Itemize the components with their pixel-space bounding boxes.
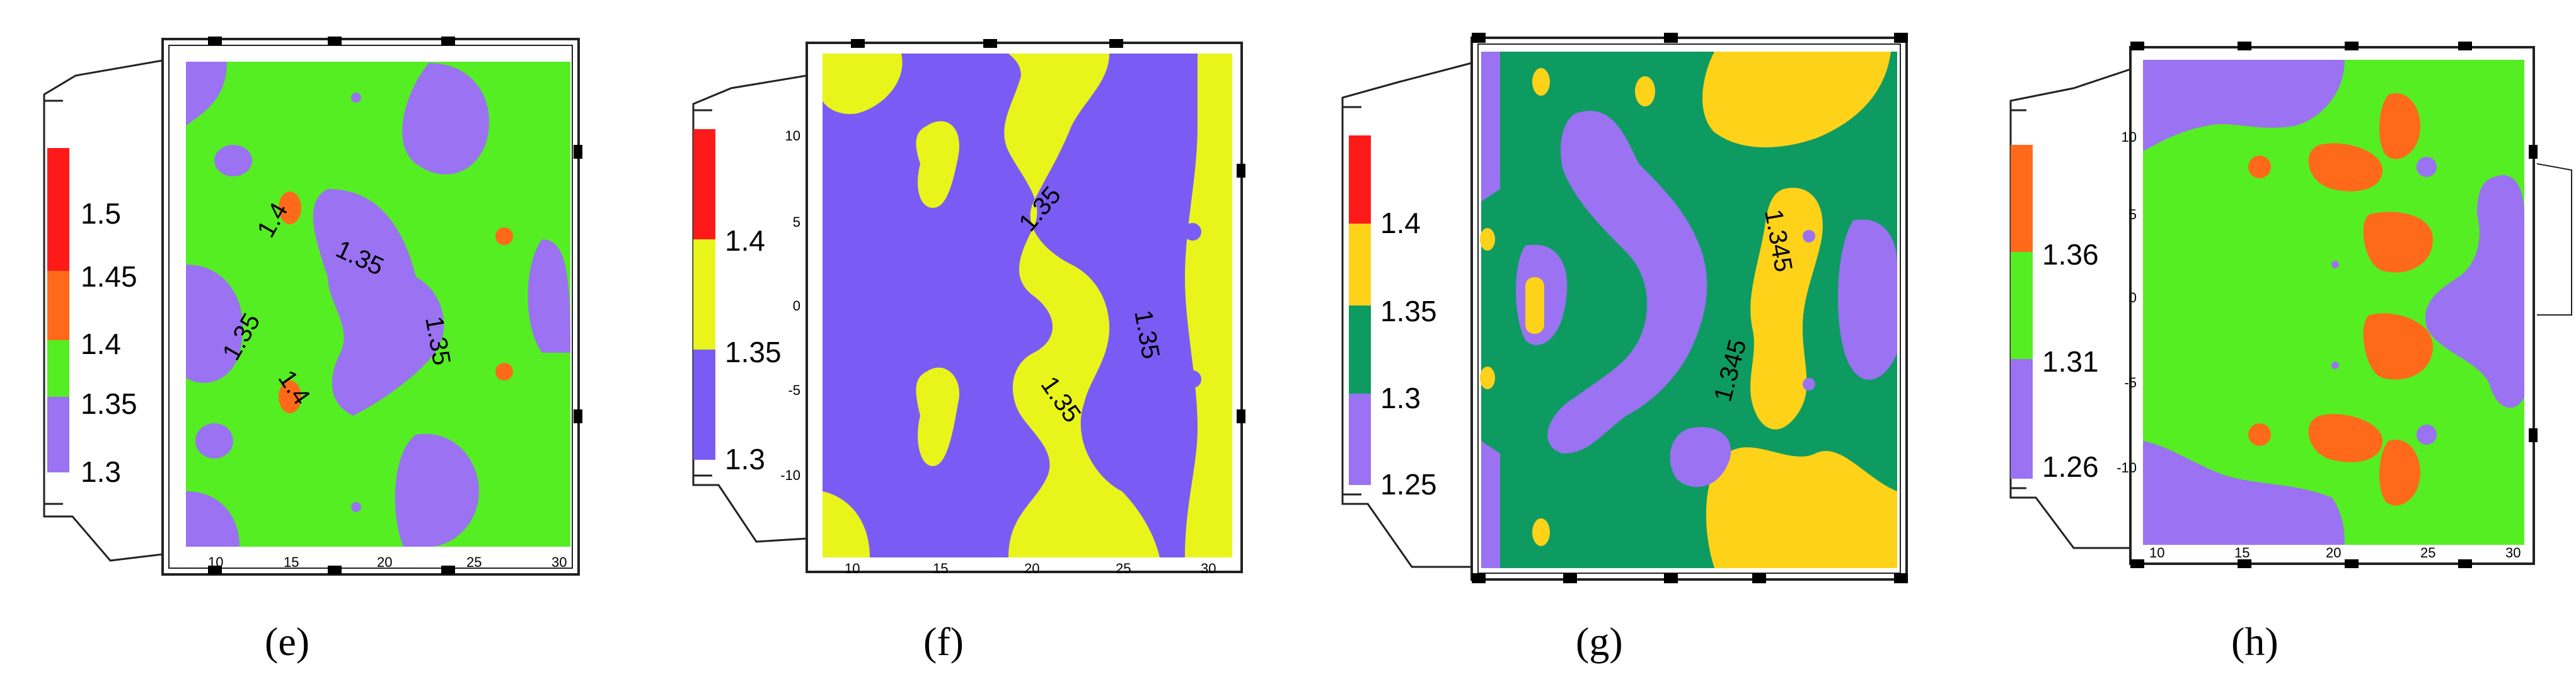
x-tick-label: 30 xyxy=(1201,561,1216,576)
x-tick-label: 20 xyxy=(2326,545,2341,561)
x-tick-label: 15 xyxy=(933,561,948,576)
panel-f: 1.4 1.35 1.3 1.35 1.35 1.35 10 5 0 -5 -1… xyxy=(692,39,1245,664)
y-tick-label: 5 xyxy=(793,214,800,230)
legend-band-green xyxy=(2011,252,2033,359)
x-tick-label: 20 xyxy=(1024,561,1039,576)
legend-label: 1.36 xyxy=(2042,238,2099,271)
y-tick-label: -5 xyxy=(2124,375,2137,391)
legend-label: 1.45 xyxy=(81,260,137,293)
legend-label: 1.3 xyxy=(1380,382,1421,414)
room-outline xyxy=(1341,37,1908,581)
legend-band-purple xyxy=(1349,394,1371,485)
x-axis-f: 10 15 20 25 30 xyxy=(845,561,1216,576)
y-tick-label: 0 xyxy=(2129,290,2137,305)
legend-label: 1.4 xyxy=(725,224,765,257)
y-tick-label: -10 xyxy=(780,467,800,483)
panel-label: (h) xyxy=(2231,619,2279,664)
panel-label: (g) xyxy=(1576,619,1623,664)
legend-band-red xyxy=(693,129,715,239)
legend-band-green xyxy=(47,340,69,397)
legend-label: 1.31 xyxy=(2042,345,2099,378)
legend-band-red xyxy=(47,148,69,271)
x-tick-label: 10 xyxy=(2149,545,2164,561)
contour-plot-f xyxy=(823,54,1232,557)
wall-marks xyxy=(851,39,1245,423)
legend-label: 1.35 xyxy=(725,336,782,368)
y-tick-label: 0 xyxy=(793,298,800,314)
x-tick-label: 15 xyxy=(284,554,299,570)
legend-band-purple xyxy=(2011,359,2033,479)
legend-band-orange xyxy=(47,271,69,340)
panel-g: 1.4 1.35 1.3 1.25 1.345 1.345 (g) xyxy=(1341,33,1908,664)
y-tick-label: -5 xyxy=(788,382,800,398)
legend-label: 1.4 xyxy=(1380,207,1421,239)
panel-h: 1.36 1.31 1.26 10 5 0 -5 -10 10 15 20 25… xyxy=(2009,42,2572,664)
room-outline xyxy=(43,38,580,576)
y-tick-label: -10 xyxy=(2117,460,2137,476)
panel-label: (e) xyxy=(265,619,309,664)
legend-h: 1.36 1.31 1.26 xyxy=(2011,145,2099,483)
x-tick-label: 25 xyxy=(2420,545,2435,561)
x-tick-label: 25 xyxy=(1116,561,1131,576)
contour-plot-g xyxy=(1480,52,1897,568)
wall-marks xyxy=(2130,42,2538,568)
x-tick-label: 15 xyxy=(2234,545,2250,561)
legend-label: 1.35 xyxy=(1380,295,1437,328)
legend-e: 1.5 1.45 1.4 1.35 1.3 xyxy=(47,148,137,488)
y-axis-f: 10 5 0 -5 -10 xyxy=(780,128,800,483)
contour-plot-h xyxy=(2143,60,2524,545)
legend-band-orange xyxy=(2011,145,2033,252)
legend-band-red xyxy=(1349,135,1371,224)
legend-label: 1.25 xyxy=(1380,468,1437,501)
x-tick-label: 10 xyxy=(845,561,860,576)
legend-label: 1.3 xyxy=(725,443,765,476)
wall-marks xyxy=(208,37,582,574)
legend-label: 1.35 xyxy=(81,387,137,420)
wall-marks xyxy=(1472,33,1908,583)
legend-g: 1.4 1.35 1.3 1.25 xyxy=(1349,135,1437,501)
x-axis-h: 10 15 20 25 30 xyxy=(2149,545,2521,561)
x-axis-e: 10 15 20 25 30 xyxy=(208,554,567,570)
y-tick-label: 10 xyxy=(2122,129,2137,145)
panel-e: 1.5 1.45 1.4 1.35 1.3 1.4 1.35 1.35 1.35… xyxy=(43,37,582,664)
x-tick-label: 25 xyxy=(466,554,482,570)
legend-label: 1.26 xyxy=(2042,450,2099,483)
legend-label: 1.3 xyxy=(81,455,121,488)
legend-band-purple xyxy=(47,397,69,472)
room-outline xyxy=(2009,46,2572,565)
y-tick-label: 10 xyxy=(785,128,800,144)
x-tick-label: 30 xyxy=(552,554,567,570)
legend-band-violet xyxy=(693,350,715,460)
y-axis-h: 10 5 0 -5 -10 xyxy=(2117,129,2137,476)
legend-band-gold xyxy=(1349,224,1371,305)
panel-label: (f) xyxy=(923,619,964,664)
room-outline xyxy=(692,42,1243,573)
x-tick-label: 10 xyxy=(208,554,223,570)
x-tick-label: 30 xyxy=(2505,545,2521,561)
legend-label: 1.4 xyxy=(81,328,121,360)
legend-band-teal xyxy=(1349,305,1371,394)
contour-plot-e xyxy=(186,62,570,547)
x-tick-label: 20 xyxy=(377,554,392,570)
y-tick-label: 5 xyxy=(2129,207,2137,222)
legend-f: 1.4 1.35 1.3 xyxy=(693,129,782,476)
legend-band-yellow xyxy=(693,239,715,350)
legend-label: 1.5 xyxy=(81,197,121,230)
